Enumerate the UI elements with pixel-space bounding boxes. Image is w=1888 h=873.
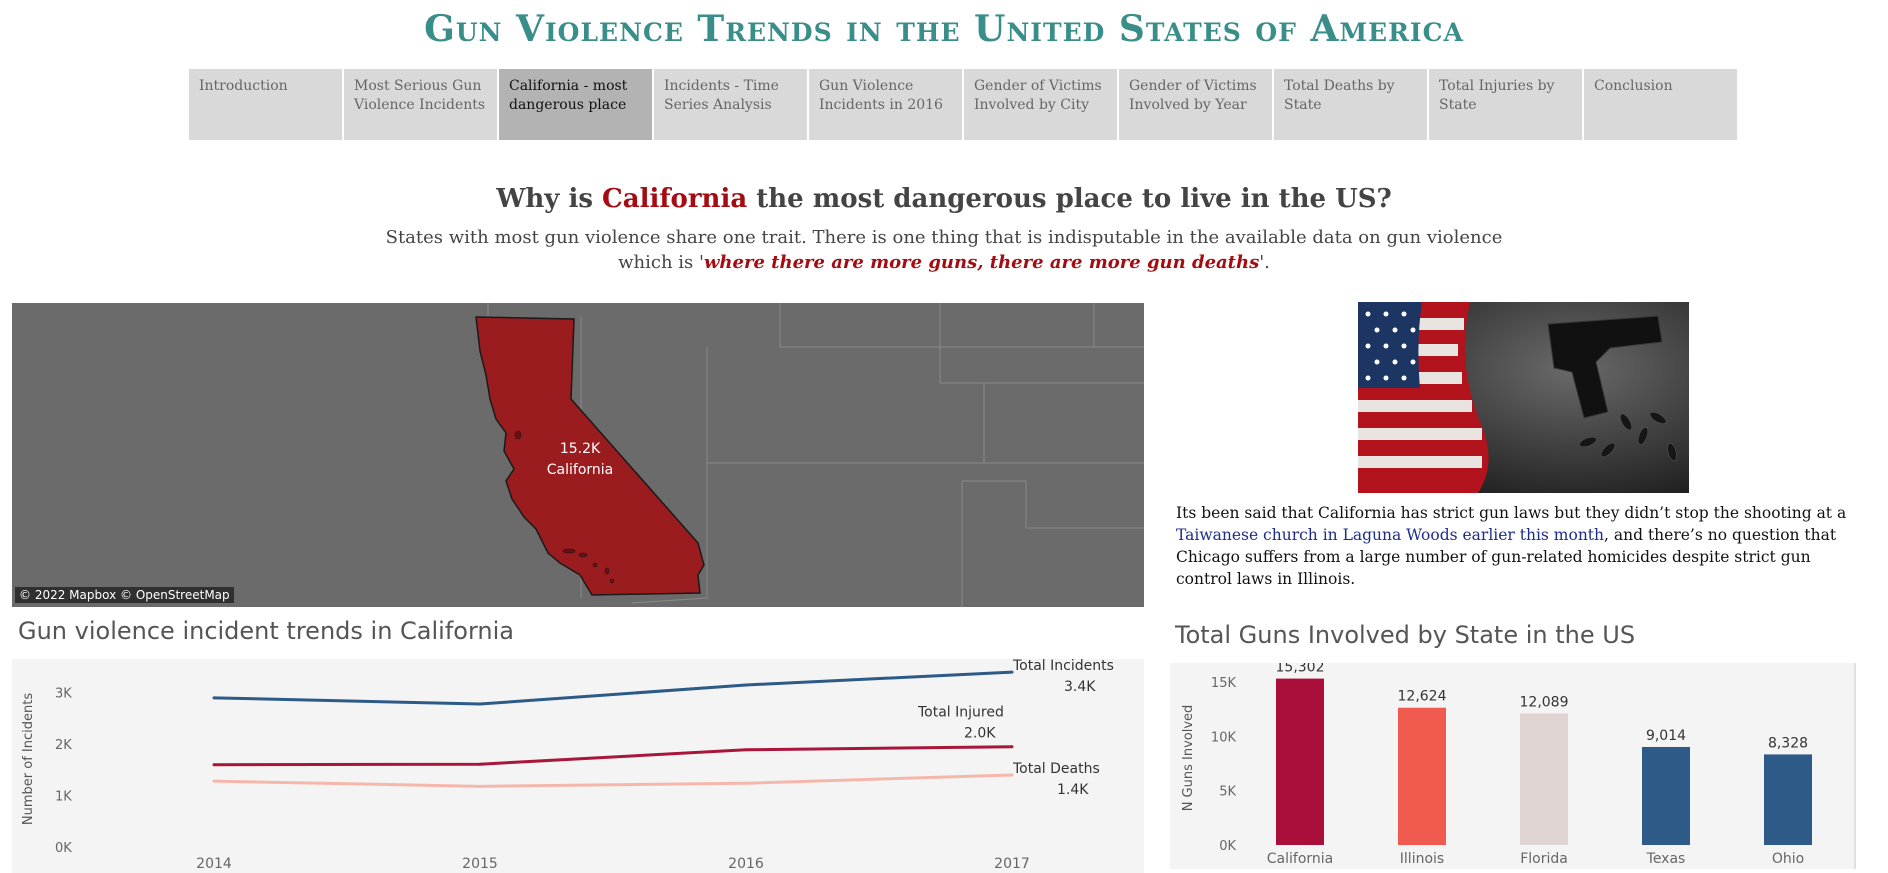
line-point[interactable] (1010, 745, 1014, 749)
line-series-total-incidents[interactable] (213, 670, 1013, 706)
line-point[interactable] (744, 683, 748, 687)
bar-value-label: 12,624 (1398, 689, 1447, 705)
line-series-total-injured[interactable] (213, 745, 1013, 767)
tab-incidents-2016[interactable]: Gun Violence Incidents in 2016 (809, 69, 962, 140)
bar-illinois[interactable] (1398, 707, 1446, 845)
flag-gun-photo (1358, 302, 1689, 493)
question-prefix: Why is (496, 184, 603, 214)
tab-injuries-by-state[interactable]: Total Injuries by State (1429, 69, 1582, 140)
story-tab-bar: Introduction Most Serious Gun Violence I… (189, 69, 1739, 140)
line-series-name: Total Deaths (1012, 761, 1100, 777)
tab-deaths-by-state[interactable]: Total Deaths by State (1274, 69, 1427, 140)
line-series-value: 1.4K (1057, 782, 1089, 798)
subtext-end: '. (1259, 252, 1270, 273)
line-point[interactable] (212, 696, 216, 700)
bar-value-label: 15,302 (1276, 663, 1325, 676)
bar-texas[interactable] (1642, 746, 1690, 845)
california-shape[interactable] (475, 316, 705, 596)
line-point[interactable] (478, 702, 482, 706)
line-chart[interactable]: Number of Incidents 0K 1K 2K 3K 2014 2015 2016 2… (12, 659, 1144, 873)
bar-value-label: 8,328 (1768, 735, 1808, 751)
map-value-label: 15.2K (560, 441, 601, 457)
article-text-end: , and there’s no question that Chicago s… (1176, 526, 1837, 588)
bar-california[interactable] (1276, 678, 1324, 845)
tab-introduction[interactable]: Introduction (189, 69, 342, 140)
bar-category-label: California (1267, 851, 1333, 867)
bar-y-tick: 10K (1211, 730, 1237, 745)
line-point[interactable] (478, 762, 482, 766)
bar-category-label: Illinois (1400, 851, 1444, 867)
article-paragraph: Its been said that California has strict… (1176, 502, 1856, 590)
line-point[interactable] (1010, 670, 1014, 674)
subtext-quote: where there are more guns, there are mor… (703, 252, 1260, 273)
line-series-value: 3.4K (1064, 679, 1096, 695)
line-series-total-deaths[interactable] (213, 773, 1013, 788)
bar-chart[interactable]: N Guns Involved 0K 5K 10K 15K 15,302 Californi… (1170, 663, 1856, 869)
bar-category-label: Florida (1520, 851, 1568, 867)
bar-chart-canvas: N Guns Involved 0K 5K 10K 15K 15,302 Californi… (1181, 663, 1856, 869)
article-link[interactable]: Taiwanese church in Laguna Woods earlier… (1176, 526, 1605, 544)
bar-ohio[interactable] (1764, 754, 1812, 845)
line-chart-title: Gun violence incident trends in Californ… (18, 617, 514, 645)
line-point[interactable] (744, 781, 748, 785)
line-series-name: Total Injured (917, 705, 1004, 721)
bar-chart-title: Total Guns Involved by State in the US (1175, 621, 1636, 649)
line-x-tick: 2016 (728, 856, 764, 872)
california-map[interactable]: 15.2K California © 2022 Mapbox © OpenStr… (12, 303, 1144, 607)
map-attribution[interactable]: © 2022 Mapbox © OpenStreetMap (15, 587, 234, 603)
bar-value-label: 9,014 (1646, 728, 1686, 744)
line-chart-canvas: Number of Incidents 0K 1K 2K 3K 2014 2015 2016 2… (21, 659, 1114, 872)
question-suffix: the most dangerous place to live in the … (747, 184, 1392, 214)
line-y-tick: 2K (55, 738, 72, 753)
question-highlight: California (602, 184, 748, 214)
line-y-axis-label: Number of Incidents (21, 693, 36, 825)
line-point[interactable] (478, 784, 482, 788)
bar-y-axis-label: N Guns Involved (1181, 705, 1196, 812)
tab-gender-by-year[interactable]: Gender of Victims Involved by Year (1119, 69, 1272, 140)
bar-category-label: Ohio (1772, 851, 1804, 867)
bar-y-tick: 15K (1211, 676, 1237, 691)
bar-category-label: Texas (1646, 851, 1686, 867)
subtext-lead: States with most gun violence share one … (385, 227, 1503, 273)
tab-time-series[interactable]: Incidents - Time Series Analysis (654, 69, 807, 140)
tab-gender-by-city[interactable]: Gender of Victims Involved by City (964, 69, 1117, 140)
line-x-tick: 2014 (196, 856, 232, 872)
line-x-tick: 2017 (994, 856, 1030, 872)
bar-y-tick: 0K (1219, 839, 1236, 854)
bar-florida[interactable] (1520, 713, 1568, 845)
line-y-tick: 3K (55, 687, 72, 702)
line-y-tick: 1K (55, 790, 72, 805)
line-x-tick: 2015 (462, 856, 498, 872)
line-point[interactable] (1010, 773, 1014, 777)
tab-conclusion[interactable]: Conclusion (1584, 69, 1737, 140)
tab-california[interactable]: California - most dangerous place (499, 69, 652, 140)
map-canvas: 15.2K California (12, 303, 1144, 607)
flag-gun-illustration (1358, 302, 1689, 493)
line-series-name: Total Incidents (1012, 659, 1114, 674)
line-point[interactable] (212, 779, 216, 783)
page-subtext: States with most gun violence share one … (370, 225, 1518, 275)
bar-value-label: 12,089 (1520, 695, 1569, 711)
page-question: Why is California the most dangerous pla… (0, 184, 1888, 214)
line-y-tick: 0K (55, 841, 72, 856)
line-series-value: 2.0K (964, 726, 996, 742)
map-state-label: California (547, 462, 613, 478)
line-point[interactable] (212, 763, 216, 767)
line-point[interactable] (744, 748, 748, 752)
dashboard-title: Gun Violence Trends in the United States… (424, 8, 1464, 50)
article-text-start: Its been said that California has strict… (1176, 504, 1847, 522)
bar-y-tick: 5K (1219, 785, 1236, 800)
tab-most-serious-incidents[interactable]: Most Serious Gun Violence Incidents (344, 69, 497, 140)
